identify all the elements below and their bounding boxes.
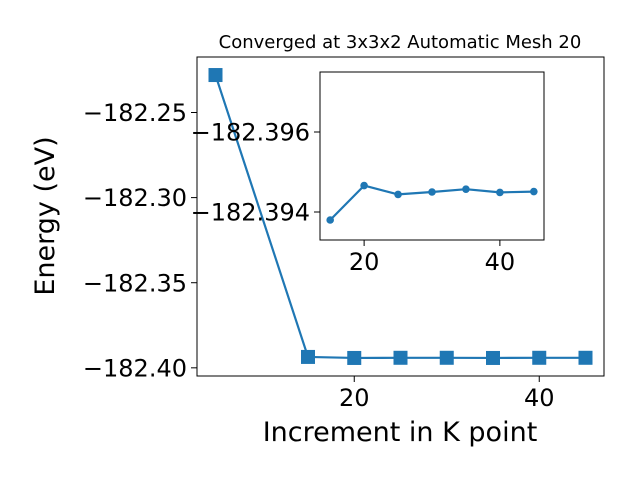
main-chart: Converged at 3x3x2 Automatic Mesh 20 Inc… (30, 32, 605, 448)
main-data-point (347, 350, 362, 365)
main-x-ticks: 20 40 (339, 376, 555, 412)
inset-data-point (326, 216, 334, 224)
main-y-tick-label: −182.40 (83, 354, 187, 382)
main-plot-frame (196, 56, 605, 377)
main-data-point (578, 350, 593, 365)
main-x-tick-label: 20 (339, 384, 370, 412)
main-y-tick-label: −182.25 (83, 99, 187, 127)
main-series-line (214, 74, 586, 360)
main-data-point (208, 68, 223, 83)
inset-series (326, 181, 538, 224)
main-data-point (393, 350, 408, 365)
y-axis-label: Energy (eV) (30, 136, 61, 295)
main-y-tick-label: −182.30 (83, 184, 187, 212)
inset-x-tick-label: 40 (485, 248, 516, 276)
chart-title: Converged at 3x3x2 Automatic Mesh 20 (219, 32, 582, 53)
main-y-ticks: −182.25 −182.30 −182.35 −182.40 (83, 99, 197, 382)
inset-data-point (496, 188, 504, 197)
inset-y-ticks: −182.396 −182.394 (191, 119, 320, 227)
main-data-point (301, 349, 315, 364)
inset-data-point (394, 190, 402, 199)
inset-x-tick-label: 20 (349, 248, 380, 276)
inset-x-ticks: 20 40 (349, 240, 515, 276)
inset-plot-frame (319, 71, 545, 241)
inset-y-tick-label: −182.394 (191, 199, 310, 227)
main-data-point (486, 350, 500, 365)
main-data-point (439, 350, 454, 365)
main-x-tick-label: 40 (524, 384, 555, 412)
x-axis-label: Increment in K point (263, 417, 538, 448)
inset-data-point (360, 181, 368, 190)
main-series (208, 68, 593, 365)
inset-data-point (530, 187, 538, 196)
inset-y-tick-label: −182.396 (191, 119, 310, 147)
main-data-point (532, 350, 547, 365)
inset-data-point (462, 185, 470, 193)
inset-data-point (428, 188, 436, 196)
main-y-tick-label: −182.35 (83, 269, 187, 297)
inset-chart: 20 40 −182.396−182.394 (191, 71, 545, 276)
